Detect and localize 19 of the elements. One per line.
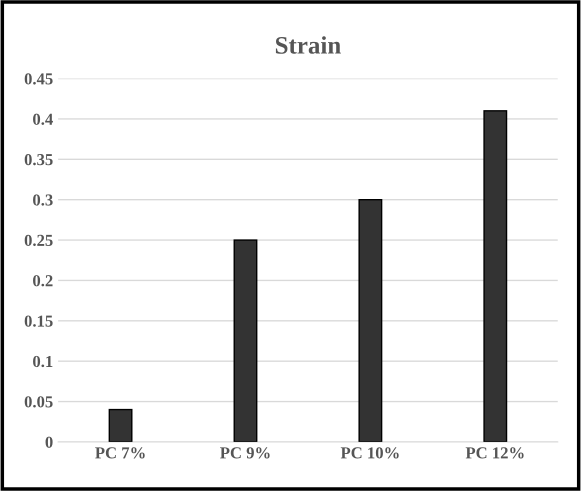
bar xyxy=(483,110,508,442)
y-tick-label: 0.2 xyxy=(33,275,53,286)
chart-title: Strain xyxy=(276,36,341,54)
y-tick-label: 0.35 xyxy=(24,154,53,166)
y-tick-label: 0 xyxy=(46,436,53,448)
x-tick-label: PC 9% xyxy=(220,447,270,459)
bar xyxy=(108,408,132,442)
y-tick-label: 0.05 xyxy=(24,396,53,408)
bar xyxy=(234,239,258,442)
y-tick-label: 0.45 xyxy=(24,73,53,85)
x-tick-label: PC 12% xyxy=(466,447,524,459)
x-tick-label: PC 10% xyxy=(340,447,399,459)
y-tick-label: 0.25 xyxy=(24,234,53,246)
y-tick-label: 0.4 xyxy=(33,114,53,125)
bar xyxy=(358,198,382,442)
x-tick-label: PC 7% xyxy=(95,447,145,459)
y-tick-label: 0.15 xyxy=(24,315,53,327)
y-tick-label: 0.1 xyxy=(33,356,52,368)
y-tick-label: 0.3 xyxy=(33,194,53,206)
